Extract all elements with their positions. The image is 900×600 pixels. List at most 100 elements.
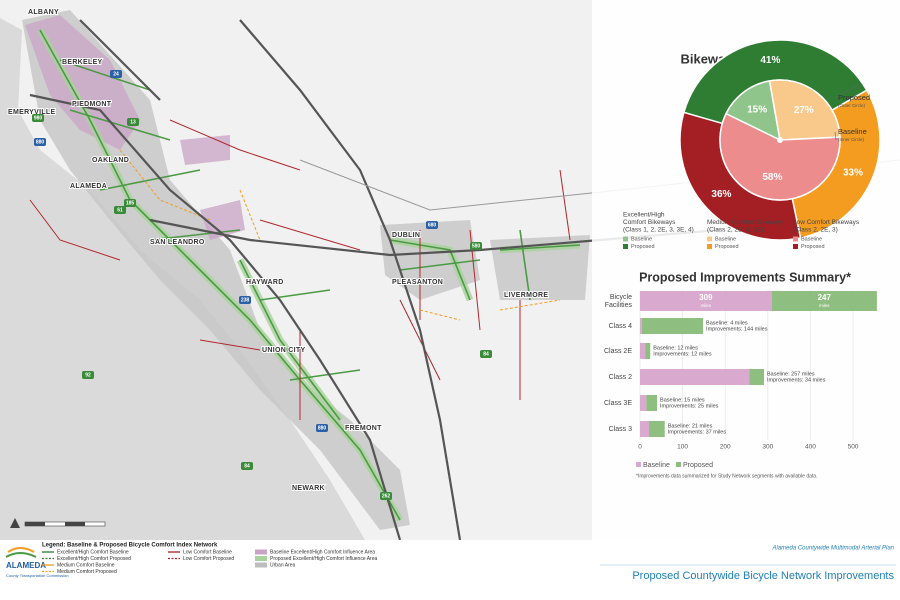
shield-number: 13 bbox=[130, 119, 136, 125]
bar-annotation: Baseline: 21 miles bbox=[668, 423, 713, 429]
sheet-title: Proposed Countywide Bicycle Network Impr… bbox=[632, 570, 894, 582]
bar-segment bbox=[645, 343, 651, 359]
shield-number: 238 bbox=[241, 297, 250, 303]
city-label: ALAMEDA bbox=[70, 183, 107, 190]
shield-number: 61 bbox=[117, 207, 123, 213]
bar-segment bbox=[771, 291, 877, 311]
legend-label: Baseline bbox=[801, 236, 822, 242]
category-label: Excellent/High bbox=[623, 212, 665, 219]
city-label: FREMONT bbox=[345, 425, 382, 432]
y-tick-label: Bicycle Facilities bbox=[605, 294, 633, 309]
city-label: PIEDMONT bbox=[72, 101, 112, 108]
footer bbox=[0, 540, 900, 600]
red-routes bbox=[29, 119, 571, 420]
legend-title: Legend: Baseline & Proposed Bicycle Comf… bbox=[42, 543, 218, 549]
callout-note: (Outer Circle) bbox=[838, 103, 866, 108]
map-legend: Legend: Baseline & Proposed Bicycle Comf… bbox=[42, 543, 377, 575]
city-label: NEWARK bbox=[292, 485, 325, 492]
bar-segment bbox=[640, 318, 642, 334]
plan-name: Alameda Countywide Multimodal Arterial P… bbox=[772, 546, 895, 552]
legend-label: Proposed bbox=[631, 244, 655, 250]
highway-shield bbox=[114, 206, 126, 214]
city-label: UNION CITY bbox=[262, 347, 305, 354]
bar-annotation: Improvements: 12 miles bbox=[653, 351, 712, 357]
slice-label: 33% bbox=[843, 167, 863, 178]
chart-title: Proposed Improvements Summary* bbox=[639, 270, 851, 284]
city-label: BERKELEY bbox=[62, 59, 103, 66]
y-tick-label: Class 3 bbox=[609, 426, 632, 433]
city-label: EMERYVILLE bbox=[8, 109, 55, 116]
shield-number: 880 bbox=[36, 139, 45, 145]
callout-name: Baseline bbox=[838, 127, 867, 136]
category-label: Low Comfort Bikeways bbox=[793, 219, 860, 226]
highway-shield bbox=[127, 118, 139, 126]
bay-water bbox=[0, 18, 365, 540]
pie-slice bbox=[719, 112, 841, 201]
slice-label: 27% bbox=[794, 105, 814, 116]
legend-swatch bbox=[793, 244, 798, 249]
shield-number: 262 bbox=[382, 493, 391, 499]
category-label: (Class 1, 2, 2E, 3, 3E, 4) bbox=[623, 227, 694, 234]
bar-segment bbox=[640, 291, 772, 311]
bar-segment bbox=[749, 369, 764, 385]
bar-segment bbox=[641, 318, 704, 334]
highway-shield bbox=[82, 371, 94, 379]
x-tick-label: 400 bbox=[805, 444, 816, 451]
legend-swatch bbox=[255, 549, 267, 555]
bar-segment bbox=[640, 395, 647, 411]
slice-label: 58% bbox=[762, 172, 782, 183]
city-label: DUBLIN bbox=[392, 232, 420, 239]
bar-annotation: Baseline: 257 miles bbox=[767, 371, 815, 377]
pie-slice bbox=[725, 80, 781, 142]
highway-shield bbox=[426, 221, 438, 229]
bar-annotation: Improvements: 25 miles bbox=[660, 403, 719, 409]
legend-label: Low Comfort Baseline bbox=[183, 549, 232, 555]
shield-number: 24 bbox=[113, 71, 119, 77]
city-label: OAKLAND bbox=[92, 157, 129, 164]
category-label: (Class 2, 2E, 3, 3E) bbox=[707, 227, 763, 234]
legend-swatch bbox=[255, 556, 267, 561]
bar-annotation: Improvements: 144 miles bbox=[706, 326, 768, 332]
footnote: *Improvements data summarized for Study … bbox=[636, 473, 817, 479]
shield-number: 185 bbox=[126, 200, 135, 206]
legend-label: Baseline bbox=[715, 236, 736, 242]
bar-segment bbox=[640, 369, 750, 385]
callout-note: (Inner Circle) bbox=[838, 137, 865, 142]
legend-swatch bbox=[676, 462, 681, 467]
bar-segment bbox=[646, 395, 658, 411]
shield-number: 84 bbox=[244, 463, 250, 469]
legend-swatch bbox=[707, 236, 712, 242]
highway-shield bbox=[32, 114, 44, 122]
legend-swatch bbox=[793, 236, 798, 242]
logo-sub: County Transportation Commission bbox=[6, 573, 68, 578]
callout-name: Proposed bbox=[838, 93, 870, 102]
bar-segment bbox=[648, 421, 665, 437]
callout-line bbox=[834, 83, 861, 99]
bar-value: 247 bbox=[818, 293, 832, 302]
legend-label: Baseline bbox=[631, 236, 652, 242]
highway-shield bbox=[480, 350, 492, 358]
shield-number: 580 bbox=[472, 243, 481, 249]
logo-text: ALAMEDA bbox=[6, 561, 46, 570]
y-tick-label: Class 4 bbox=[609, 323, 632, 330]
logo: ALAMEDA County Transportation Commission bbox=[5, 547, 68, 578]
highway-shield bbox=[239, 296, 251, 304]
scale-bar bbox=[10, 518, 106, 528]
shield-number: 980 bbox=[34, 115, 43, 121]
slice-label: 41% bbox=[760, 55, 780, 66]
legend-label: Low Comfort Proposed bbox=[183, 556, 234, 562]
city-label: PLEASANTON bbox=[392, 279, 443, 286]
highway-shield bbox=[380, 492, 392, 500]
legend-label: Excellent/High Comfort Baseline bbox=[57, 549, 129, 555]
legend-swatch bbox=[623, 244, 628, 249]
category-label: (Class 2, 2E, 3) bbox=[793, 227, 838, 234]
city-label: LIVERMORE bbox=[504, 292, 548, 299]
highway-shield bbox=[34, 138, 46, 146]
callout-line bbox=[834, 131, 837, 141]
x-tick-label: 0 bbox=[638, 444, 642, 451]
x-tick-label: 300 bbox=[762, 444, 773, 451]
x-tick-label: 200 bbox=[720, 444, 731, 451]
legend-label: Proposed bbox=[715, 244, 739, 250]
